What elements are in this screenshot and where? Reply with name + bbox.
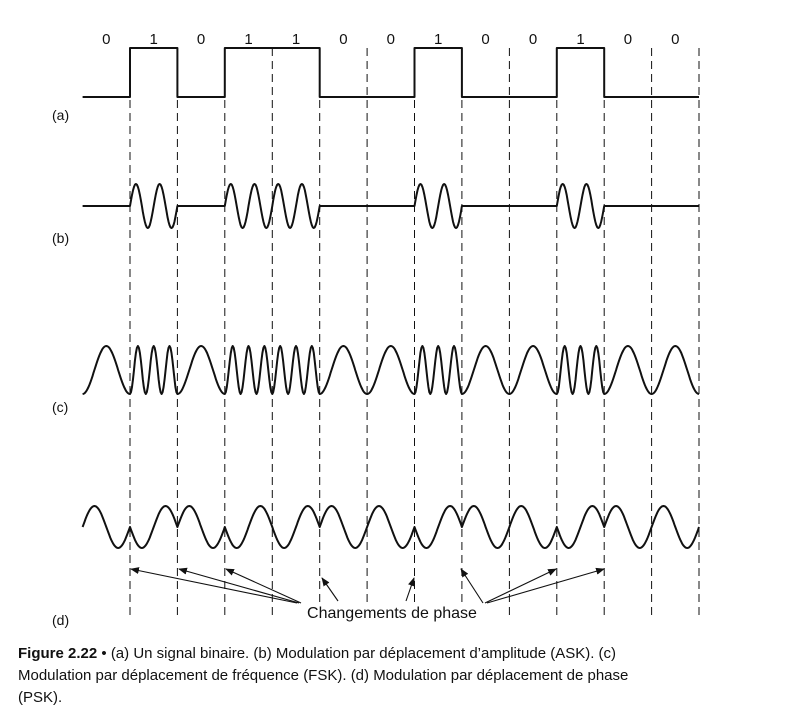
panel-label-d: (d) bbox=[52, 612, 69, 628]
ask-waveform bbox=[82, 183, 700, 229]
bit-label: 0 bbox=[197, 31, 205, 48]
bit-label: 1 bbox=[434, 31, 442, 48]
figure-number: Figure 2.22 bbox=[18, 645, 98, 662]
caption-separator: • bbox=[101, 645, 107, 662]
psk-waveform bbox=[81, 505, 700, 549]
bit-label: 0 bbox=[339, 31, 347, 48]
caption-text-1: (a) Un signal binaire. (b) Modulation pa… bbox=[110, 645, 617, 662]
bit-label: 1 bbox=[292, 31, 300, 48]
bit-label: 0 bbox=[624, 31, 632, 48]
phase-change-arrow bbox=[484, 568, 557, 604]
phase-change-arrows bbox=[130, 567, 605, 604]
bit-label: 0 bbox=[387, 31, 395, 48]
figure-caption: Figure 2.22 • (a) Un signal binaire. (b)… bbox=[18, 643, 628, 709]
bit-label: 0 bbox=[529, 31, 537, 48]
phase-change-arrow bbox=[486, 567, 605, 604]
panel-label-a: (a) bbox=[52, 107, 69, 123]
bit-label: 0 bbox=[671, 31, 679, 48]
bit-label: 0 bbox=[481, 31, 489, 48]
caption-line-3: (PSK). bbox=[18, 689, 63, 706]
bit-boundaries bbox=[129, 48, 700, 615]
bit-label: 0 bbox=[102, 31, 110, 48]
panel-label-c: (c) bbox=[52, 399, 68, 415]
bit-label: 1 bbox=[576, 31, 584, 48]
binary-signal-waveform bbox=[82, 47, 699, 98]
caption-line-1: Figure 2.22 • (a) Un signal binaire. (b)… bbox=[18, 643, 628, 665]
fsk-waveform bbox=[82, 345, 700, 395]
annotation-background bbox=[303, 604, 481, 622]
phase-change-annotation: Changements de phase bbox=[307, 605, 477, 622]
modulation-diagram: 0 1 0 1 1 0 0 1 0 0 1 0 0 (a) (b) (c) (d) Changement… bbox=[52, 31, 700, 628]
bit-label: 1 bbox=[244, 31, 252, 48]
phase-change-arrow bbox=[130, 567, 298, 604]
panel-label-b: (b) bbox=[52, 230, 69, 246]
phase-change-arrow bbox=[178, 567, 300, 604]
phase-change-arrow bbox=[321, 577, 339, 602]
caption-line-2: Modulation par déplacement de fréquence … bbox=[18, 667, 629, 684]
phase-change-arrow bbox=[405, 577, 415, 602]
phase-change-arrow bbox=[225, 568, 302, 604]
bit-label: 1 bbox=[150, 31, 158, 48]
bit-labels: 0 1 0 1 1 0 0 1 0 0 1 0 0 bbox=[102, 31, 679, 48]
phase-change-arrow bbox=[460, 568, 484, 604]
